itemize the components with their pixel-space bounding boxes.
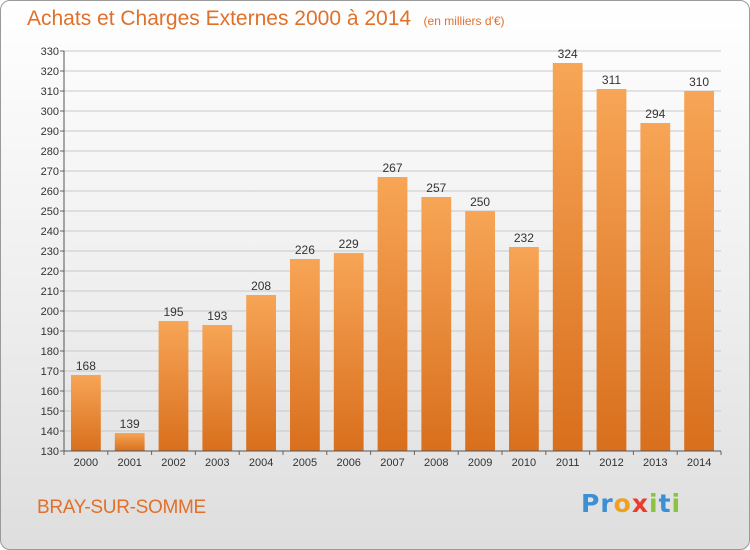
- bar-2013: [640, 123, 671, 451]
- axes: [63, 51, 721, 452]
- brand-letter: P: [581, 489, 601, 518]
- x-tick-label-2011: 2011: [556, 457, 580, 469]
- brand-logo: Proxiti: [581, 489, 681, 518]
- town-name: BRAY-SUR-SOMME: [37, 497, 206, 518]
- y-tick-label: 210: [41, 286, 59, 298]
- y-tick-label: 150: [41, 406, 59, 418]
- bar-2012: [596, 89, 627, 451]
- x-tick-label-2007: 2007: [380, 457, 404, 469]
- title-line: Achats et Charges Externes 2000 à 2014 (…: [27, 7, 505, 31]
- data-label-2001: 139: [120, 417, 140, 431]
- y-tick-label: 220: [41, 266, 59, 278]
- bar-2003: [202, 325, 233, 451]
- bar-2008: [421, 197, 452, 451]
- data-label-2006: 229: [339, 237, 359, 251]
- x-tick-label-2010: 2010: [512, 457, 536, 469]
- x-tick-label-2004: 2004: [249, 457, 273, 469]
- brand-letter: i: [649, 489, 659, 518]
- y-tick-label: 240: [41, 226, 59, 238]
- y-tick-label: 290: [41, 126, 59, 138]
- data-label-2011: 324: [558, 47, 578, 61]
- data-label-2002: 195: [163, 305, 183, 319]
- x-tick-label-2005: 2005: [293, 457, 317, 469]
- data-label-2008: 257: [426, 181, 446, 195]
- y-tick-label: 130: [41, 446, 59, 458]
- data-label-2000: 168: [76, 359, 96, 373]
- y-tick-label: 270: [41, 166, 59, 178]
- data-label-2014: 310: [689, 75, 709, 89]
- data-label-2013: 294: [645, 107, 665, 121]
- x-tick-label-2003: 2003: [205, 457, 229, 469]
- y-tick-label: 200: [41, 306, 59, 318]
- y-tick-label: 250: [41, 206, 59, 218]
- x-tick-label-2002: 2002: [161, 457, 185, 469]
- y-tick-label: 310: [41, 86, 59, 98]
- x-tick-label-2008: 2008: [424, 457, 448, 469]
- y-tick-label: 260: [41, 186, 59, 198]
- x-tick-label-2012: 2012: [599, 457, 623, 469]
- brand-letter: o: [613, 489, 632, 518]
- y-tick-label: 190: [41, 326, 59, 338]
- data-label-2010: 232: [514, 231, 534, 245]
- x-tick-label-2001: 2001: [117, 457, 141, 469]
- y-axis-ticks: 130 140 150 160 170 180 190 200 210 220 230 240 250 2…: [41, 46, 64, 458]
- y-tick-label: 330: [41, 46, 59, 58]
- data-label-2003: 193: [207, 309, 227, 323]
- x-tick-label-2014: 2014: [687, 457, 711, 469]
- data-label-2004: 208: [251, 279, 271, 293]
- x-axis-ticks: 2000 2001 2002 2003 2004 2005 2006 2007 2008 2009…: [63, 451, 722, 469]
- data-label-2009: 250: [470, 195, 490, 209]
- data-labels: 168 139 195 193 208 226 229 267 257 250 232 324 311 2…: [76, 47, 710, 431]
- data-label-2005: 226: [295, 243, 315, 257]
- y-tick-label: 160: [41, 386, 59, 398]
- y-tick-label: 320: [41, 66, 59, 78]
- chart-subtitle: (en milliers d'€): [423, 14, 505, 28]
- y-tick-label: 170: [41, 366, 59, 378]
- data-label-2012: 311: [602, 73, 621, 87]
- bar-2001: [114, 433, 145, 451]
- bar-2005: [290, 259, 320, 451]
- x-tick-label-2000: 2000: [74, 457, 98, 469]
- brand-letter: x: [631, 489, 649, 518]
- x-tick-label-2013: 2013: [643, 457, 667, 469]
- chart-title: Achats et Charges Externes 2000 à 2014: [27, 7, 412, 30]
- brand-letter: i: [671, 489, 682, 518]
- bar-2009: [465, 211, 495, 451]
- bar-2002: [158, 321, 189, 451]
- bar-2000: [71, 375, 101, 451]
- bar-2006: [333, 253, 364, 451]
- bar-2011: [552, 63, 583, 451]
- y-tick-label: 300: [41, 106, 59, 118]
- brand-letter: r: [600, 489, 614, 518]
- x-tick-label-2009: 2009: [468, 457, 492, 469]
- bars: [71, 63, 714, 451]
- bar-2010: [509, 247, 539, 451]
- data-label-2007: 267: [382, 161, 402, 175]
- y-tick-label: 140: [41, 426, 59, 438]
- y-tick-label: 230: [41, 246, 59, 258]
- y-tick-label: 280: [41, 146, 59, 158]
- x-tick-label-2006: 2006: [336, 457, 360, 469]
- bar-2014: [684, 91, 714, 451]
- y-tick-label: 180: [41, 346, 59, 358]
- bar-2007: [377, 177, 408, 451]
- bar-2004: [246, 295, 276, 451]
- brand-letter: t: [658, 489, 672, 518]
